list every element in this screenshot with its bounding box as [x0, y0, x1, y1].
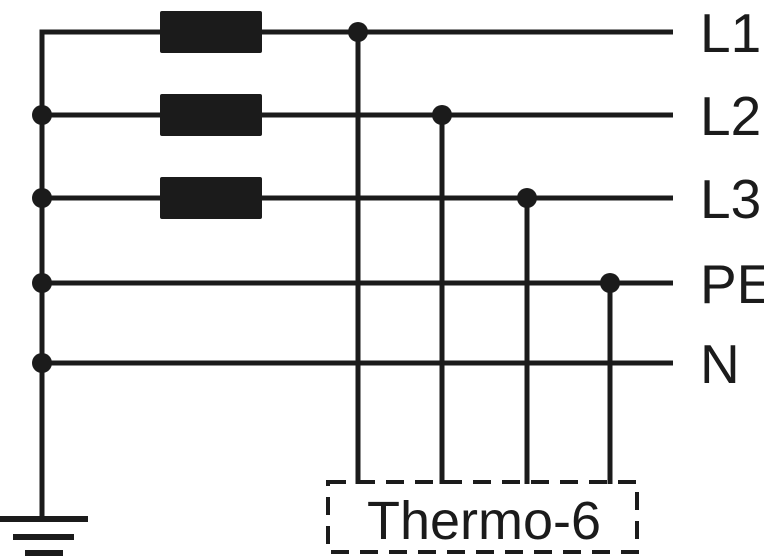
- junction-dot-bus-l2: [32, 105, 52, 125]
- earth-ground-icon: [0, 516, 88, 556]
- conductor-label-n: N: [700, 333, 740, 395]
- junction-dot-tap-l3: [517, 188, 537, 208]
- conductor-label-pe: PE: [700, 253, 764, 315]
- junction-dot-bus-n: [32, 353, 52, 373]
- conductor-label-l1: L1: [700, 2, 761, 64]
- junction-dot-bus-l3: [32, 188, 52, 208]
- conductor-label-l2: L2: [700, 85, 761, 147]
- fuse-l1-icon: [160, 11, 262, 53]
- thermo6-device-box: [326, 480, 639, 554]
- thermo6-label: Thermo-6: [367, 491, 601, 551]
- junction-dot-tap-l2: [432, 105, 452, 125]
- fuse-l2-icon: [160, 94, 262, 136]
- conductor-label-l3: L3: [700, 168, 761, 230]
- fuse-l3-icon: [160, 177, 262, 219]
- junction-dot-tap-l1: [348, 22, 368, 42]
- junction-dot-bus-pe: [32, 273, 52, 293]
- junction-dot-tap-pe: [600, 273, 620, 293]
